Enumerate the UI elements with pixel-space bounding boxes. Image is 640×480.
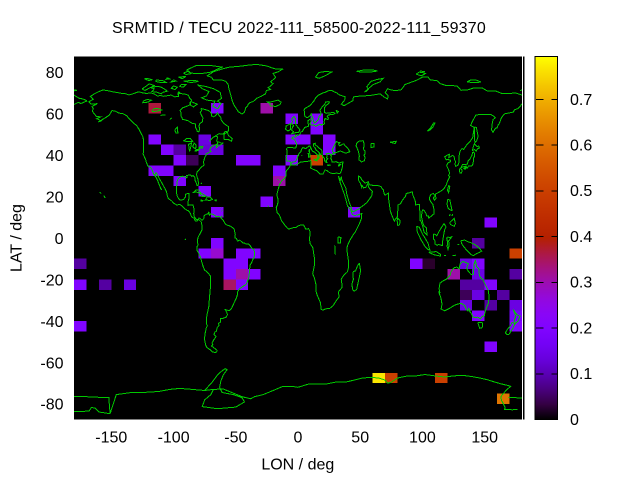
svg-text:-20: -20 xyxy=(40,272,63,289)
svg-text:LON / deg: LON / deg xyxy=(261,457,334,474)
svg-text:0: 0 xyxy=(570,412,579,429)
svg-text:80: 80 xyxy=(46,65,64,82)
svg-text:60: 60 xyxy=(46,106,64,123)
svg-text:0.7: 0.7 xyxy=(570,92,592,109)
svg-text:0.4: 0.4 xyxy=(570,229,592,246)
svg-text:0.6: 0.6 xyxy=(570,138,592,155)
svg-text:0.5: 0.5 xyxy=(570,183,592,200)
svg-text:-40: -40 xyxy=(40,314,63,331)
svg-text:-100: -100 xyxy=(158,430,190,447)
svg-text:-80: -80 xyxy=(40,397,63,414)
svg-text:-150: -150 xyxy=(95,430,127,447)
svg-text:50: 50 xyxy=(351,430,369,447)
svg-text:LAT / deg: LAT / deg xyxy=(9,204,26,272)
svg-text:0.2: 0.2 xyxy=(570,320,592,337)
svg-text:20: 20 xyxy=(46,189,64,206)
svg-text:0: 0 xyxy=(294,430,303,447)
svg-text:0: 0 xyxy=(55,231,64,248)
svg-text:0.3: 0.3 xyxy=(570,275,592,292)
svg-text:100: 100 xyxy=(409,430,436,447)
svg-text:150: 150 xyxy=(471,430,498,447)
svg-text:0.1: 0.1 xyxy=(570,366,592,383)
svg-text:SRMTID / TECU 2022-111_58500-2: SRMTID / TECU 2022-111_58500-2022-111_59… xyxy=(112,20,486,37)
svg-text:-50: -50 xyxy=(224,430,247,447)
svg-text:40: 40 xyxy=(46,148,64,165)
svg-text:-60: -60 xyxy=(40,355,63,372)
